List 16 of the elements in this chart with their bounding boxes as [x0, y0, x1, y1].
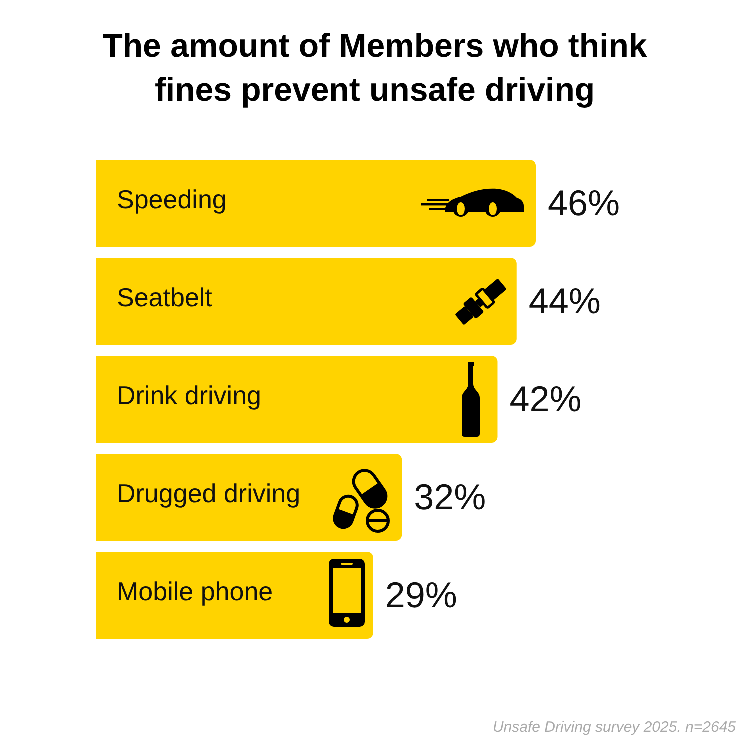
- bar: [96, 356, 498, 444]
- y-tick-label: Drugged driving: [117, 478, 301, 509]
- data-label: 44%: [528, 280, 601, 322]
- bar: [96, 454, 402, 542]
- y-tick-label: Drink driving: [117, 380, 262, 411]
- data-label: 32%: [414, 476, 486, 518]
- data-label: 29%: [385, 574, 458, 616]
- data-label: 42%: [510, 378, 582, 420]
- bar: [96, 160, 536, 248]
- y-tick-label: Mobile phone: [117, 576, 274, 607]
- data-label: 46%: [548, 182, 620, 224]
- y-tick-label: Seatbelt: [117, 282, 214, 313]
- y-tick-label: Speeding: [117, 184, 227, 215]
- bar: [96, 258, 517, 346]
- chart-title: The amount of Members who think fines prevent unsafe driving: [102, 26, 648, 110]
- text: Unsafe Driving survey 2025. n=2645: [492, 719, 736, 736]
